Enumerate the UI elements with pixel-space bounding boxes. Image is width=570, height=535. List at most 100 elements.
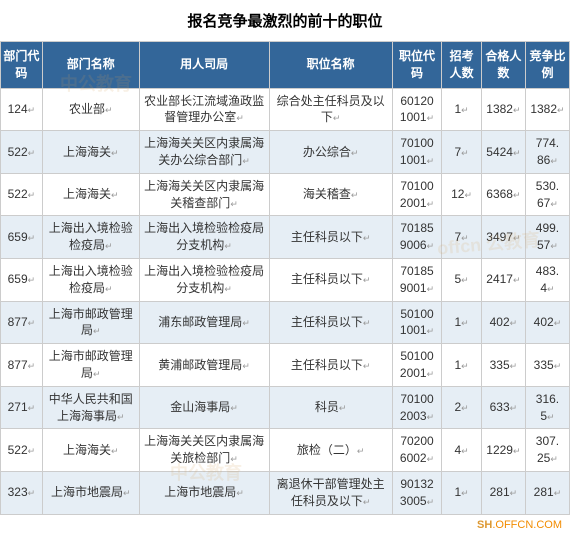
table-row: 124↵农业部↵农业部长江流域渔政监督管理办公室↵综合处主任科员及以下↵6012… xyxy=(1,88,570,131)
cell-dept_code: 323↵ xyxy=(1,471,43,514)
table-row: 271↵中华人民共和国上海海事局↵金山海事局↵科员↵701002003↵2↵63… xyxy=(1,386,570,429)
header-dept-name: 部门名称 xyxy=(42,42,139,89)
cell-bureau: 浦东邮政管理局↵ xyxy=(139,301,269,344)
cell-qualified: 281↵ xyxy=(481,471,525,514)
cell-qualified: 633↵ xyxy=(481,386,525,429)
footer-domain: .OFFCN.COM xyxy=(492,519,562,531)
cell-pos_code: 701859006↵ xyxy=(392,216,442,259)
cell-ratio: 307.25↵ xyxy=(525,429,569,472)
cell-dept_name: 上海海关↵ xyxy=(42,131,139,174)
cell-pos_code: 501001001↵ xyxy=(392,301,442,344)
page-title: 报名竞争最激烈的前十的职位 xyxy=(0,0,570,41)
header-qualified: 合格人数 xyxy=(481,42,525,89)
cell-bureau: 上海出入境检验检疫局分支机构↵ xyxy=(139,216,269,259)
table-row: 522↵上海海关↵上海海关关区内隶属海关稽查部门↵海关稽查↵701002001↵… xyxy=(1,173,570,216)
competition-table: 部门代码 部门名称 用人司局 职位名称 职位代码 招考人数 合格人数 竞争比例 … xyxy=(0,41,570,515)
header-dept-code: 部门代码 xyxy=(1,42,43,89)
table-row: 323↵上海市地震局↵上海市地震局↵离退休干部管理处主任科员及以下↵901323… xyxy=(1,471,570,514)
cell-dept_name: 上海市邮政管理局↵ xyxy=(42,344,139,387)
table-row: 522↵上海海关↵上海海关关区内隶属海关旅检部门↵旅检（二）↵702006002… xyxy=(1,429,570,472)
header-bureau: 用人司局 xyxy=(139,42,269,89)
cell-dept_name: 上海海关↵ xyxy=(42,429,139,472)
cell-position: 科员↵ xyxy=(269,386,392,429)
cell-ratio: 1382↵ xyxy=(525,88,569,131)
cell-ratio: 483.4↵ xyxy=(525,258,569,301)
cell-dept_code: 659↵ xyxy=(1,216,43,259)
header-ratio: 竞争比例 xyxy=(525,42,569,89)
cell-qualified: 3497↵ xyxy=(481,216,525,259)
cell-position: 办公综合↵ xyxy=(269,131,392,174)
cell-dept_name: 中华人民共和国上海海事局↵ xyxy=(42,386,139,429)
cell-applicants: 1↵ xyxy=(442,471,482,514)
cell-ratio: 402↵ xyxy=(525,301,569,344)
cell-position: 主任科员以下↵ xyxy=(269,258,392,301)
cell-pos_code: 701002001↵ xyxy=(392,173,442,216)
cell-dept_code: 522↵ xyxy=(1,131,43,174)
cell-position: 综合处主任科员及以下↵ xyxy=(269,88,392,131)
cell-position: 海关稽查↵ xyxy=(269,173,392,216)
cell-dept_name: 上海出入境检验检疫局↵ xyxy=(42,258,139,301)
table-row: 877↵上海市邮政管理局↵黄浦邮政管理局↵主任科员以下↵501002001↵1↵… xyxy=(1,344,570,387)
cell-dept_code: 271↵ xyxy=(1,386,43,429)
cell-ratio: 281↵ xyxy=(525,471,569,514)
cell-applicants: 5↵ xyxy=(442,258,482,301)
cell-qualified: 1382↵ xyxy=(481,88,525,131)
cell-applicants: 1↵ xyxy=(442,344,482,387)
cell-applicants: 4↵ xyxy=(442,429,482,472)
cell-qualified: 6368↵ xyxy=(481,173,525,216)
cell-position: 主任科员以下↵ xyxy=(269,344,392,387)
cell-bureau: 上海海关关区内隶属海关办公综合部门↵ xyxy=(139,131,269,174)
cell-qualified: 402↵ xyxy=(481,301,525,344)
cell-pos_code: 501002001↵ xyxy=(392,344,442,387)
cell-ratio: 530.67↵ xyxy=(525,173,569,216)
cell-dept_name: 上海海关↵ xyxy=(42,173,139,216)
cell-applicants: 2↵ xyxy=(442,386,482,429)
cell-dept_code: 124↵ xyxy=(1,88,43,131)
cell-dept_name: 上海市邮政管理局↵ xyxy=(42,301,139,344)
cell-dept_code: 522↵ xyxy=(1,429,43,472)
cell-applicants: 12↵ xyxy=(442,173,482,216)
header-pos-code: 职位代码 xyxy=(392,42,442,89)
cell-pos_code: 701859001↵ xyxy=(392,258,442,301)
cell-ratio: 316.5↵ xyxy=(525,386,569,429)
cell-qualified: 1229↵ xyxy=(481,429,525,472)
cell-ratio: 774.86↵ xyxy=(525,131,569,174)
cell-bureau: 上海出入境检验检疫局分支机构↵ xyxy=(139,258,269,301)
cell-ratio: 335↵ xyxy=(525,344,569,387)
cell-bureau: 金山海事局↵ xyxy=(139,386,269,429)
header-applicants: 招考人数 xyxy=(442,42,482,89)
cell-dept_code: 522↵ xyxy=(1,173,43,216)
cell-position: 旅检（二）↵ xyxy=(269,429,392,472)
table-row: 659↵上海出入境检验检疫局↵上海出入境检验检疫局分支机构↵主任科员以下↵701… xyxy=(1,258,570,301)
cell-dept_name: 上海出入境检验检疫局↵ xyxy=(42,216,139,259)
cell-applicants: 7↵ xyxy=(442,131,482,174)
cell-bureau: 农业部长江流域渔政监督管理办公室↵ xyxy=(139,88,269,131)
cell-dept_code: 877↵ xyxy=(1,301,43,344)
cell-position: 主任科员以下↵ xyxy=(269,301,392,344)
table-row: 659↵上海出入境检验检疫局↵上海出入境检验检疫局分支机构↵主任科员以下↵701… xyxy=(1,216,570,259)
cell-dept_code: 877↵ xyxy=(1,344,43,387)
cell-pos_code: 901323005↵ xyxy=(392,471,442,514)
cell-pos_code: 701002003↵ xyxy=(392,386,442,429)
cell-applicants: 7↵ xyxy=(442,216,482,259)
cell-ratio: 499.57↵ xyxy=(525,216,569,259)
cell-applicants: 1↵ xyxy=(442,88,482,131)
footer-url: SH.OFFCN.COM xyxy=(0,515,570,535)
cell-pos_code: 702006002↵ xyxy=(392,429,442,472)
cell-pos_code: 601201001↵ xyxy=(392,88,442,131)
cell-qualified: 5424↵ xyxy=(481,131,525,174)
cell-pos_code: 701001001↵ xyxy=(392,131,442,174)
cell-bureau: 上海海关关区内隶属海关稽查部门↵ xyxy=(139,173,269,216)
cell-bureau: 上海海关关区内隶属海关旅检部门↵ xyxy=(139,429,269,472)
table-row: 522↵上海海关↵上海海关关区内隶属海关办公综合部门↵办公综合↵70100100… xyxy=(1,131,570,174)
cell-dept_code: 659↵ xyxy=(1,258,43,301)
cell-qualified: 335↵ xyxy=(481,344,525,387)
table-row: 877↵上海市邮政管理局↵浦东邮政管理局↵主任科员以下↵501001001↵1↵… xyxy=(1,301,570,344)
cell-dept_name: 上海市地震局↵ xyxy=(42,471,139,514)
header-position: 职位名称 xyxy=(269,42,392,89)
cell-qualified: 2417↵ xyxy=(481,258,525,301)
table-header-row: 部门代码 部门名称 用人司局 职位名称 职位代码 招考人数 合格人数 竞争比例 xyxy=(1,42,570,89)
cell-applicants: 1↵ xyxy=(442,301,482,344)
cell-position: 离退休干部管理处主任科员及以下↵ xyxy=(269,471,392,514)
cell-dept_name: 农业部↵ xyxy=(42,88,139,131)
